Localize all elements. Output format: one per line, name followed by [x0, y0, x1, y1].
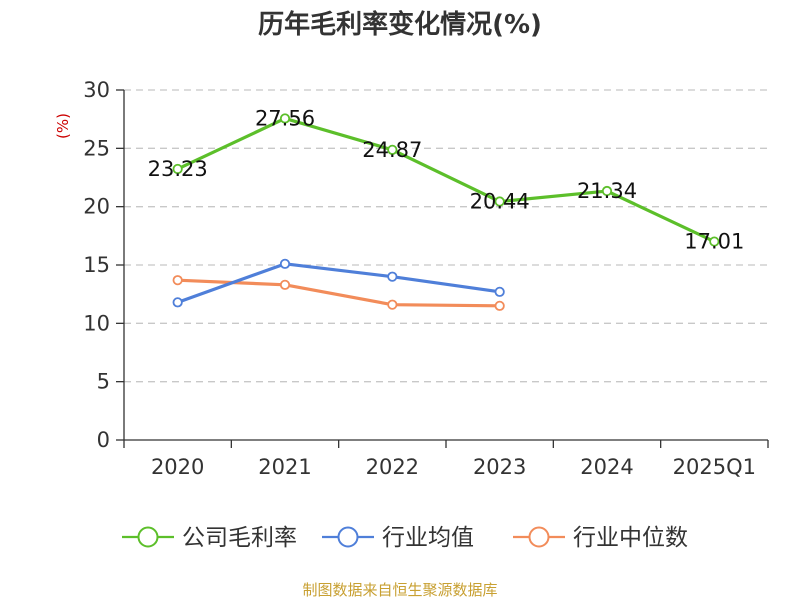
data-label-0-0: 23.23 [148, 157, 208, 181]
data-point-1-1[interactable] [279, 258, 291, 269]
legend-label-0: 公司毛利率 [182, 525, 297, 551]
series-2 [172, 275, 505, 311]
x-tick-label-2022: 2022 [366, 455, 419, 479]
series-group: 23.23 27.56 24.87 20.44 21.34 17.01 [148, 106, 745, 311]
grid-lines [124, 89, 768, 383]
y-tick-label-15: 15 [83, 253, 110, 277]
data-point-2-0[interactable] [172, 275, 183, 286]
data-point-1-2[interactable] [387, 271, 398, 282]
y-tick-label-5: 5 [97, 370, 110, 394]
data-label-0-5: 17.01 [684, 230, 744, 254]
axes: 0 5 10 15 20 25 30 2020 2021 2022 2023 2024 2025Q1 [83, 78, 769, 479]
x-tick-label-2025Q1: 2025Q1 [673, 455, 756, 479]
y-tick-label-10: 10 [83, 311, 110, 335]
data-point-1-0[interactable] [172, 297, 183, 308]
legend[interactable]: 公司毛利率 行业均值 行业中位数 [122, 525, 688, 551]
data-point-1-3[interactable] [494, 286, 505, 297]
data-point-0-0[interactable] [172, 163, 183, 175]
x-tick-label-2021: 2021 [258, 455, 311, 479]
data-label-0-3: 20.44 [470, 190, 530, 214]
legend-label-2: 行业中位数 [573, 525, 688, 551]
y-axis-unit-label: (%) [54, 113, 72, 139]
legend-item-1[interactable]: 行业均值 [322, 525, 474, 551]
legend-label-1: 行业均值 [382, 525, 474, 551]
data-point-0-3[interactable] [494, 196, 505, 207]
x-tick-label-2023: 2023 [473, 455, 526, 479]
series-0: 23.23 27.56 24.87 20.44 21.34 17.01 [148, 106, 745, 253]
data-point-2-3[interactable] [494, 300, 505, 311]
data-point-0-2[interactable] [387, 144, 398, 155]
chart-title: 历年毛利率变化情况(%) [258, 9, 542, 40]
data-point-0-1[interactable] [279, 113, 291, 124]
legend-marker-0 [137, 526, 159, 548]
series-1 [172, 258, 505, 308]
data-point-0-4[interactable] [601, 185, 613, 197]
data-label-0-1: 27.56 [255, 106, 315, 130]
data-source-note: 制图数据来自恒生聚源数据库 [302, 581, 497, 599]
y-tick-label-25: 25 [83, 136, 110, 160]
data-label-0-2: 24.87 [362, 138, 422, 162]
legend-marker-2 [528, 526, 550, 548]
y-tick-label-0: 0 [97, 428, 110, 452]
y-tick-label-30: 30 [83, 78, 110, 102]
series-line-0 [176, 116, 716, 243]
legend-item-0[interactable]: 公司毛利率 [122, 525, 297, 551]
data-point-2-2[interactable] [387, 299, 398, 310]
data-point-0-5[interactable] [709, 236, 720, 247]
data-label-0-4: 21.34 [577, 179, 637, 203]
x-tick-label-2024: 2024 [580, 455, 633, 479]
legend-marker-1 [337, 526, 359, 548]
x-tick-label-2020: 2020 [151, 455, 204, 479]
data-point-2-1[interactable] [279, 279, 291, 290]
legend-item-2[interactable]: 行业中位数 [513, 525, 688, 551]
series-line-1 [177, 262, 500, 304]
y-tick-label-20: 20 [83, 195, 110, 219]
